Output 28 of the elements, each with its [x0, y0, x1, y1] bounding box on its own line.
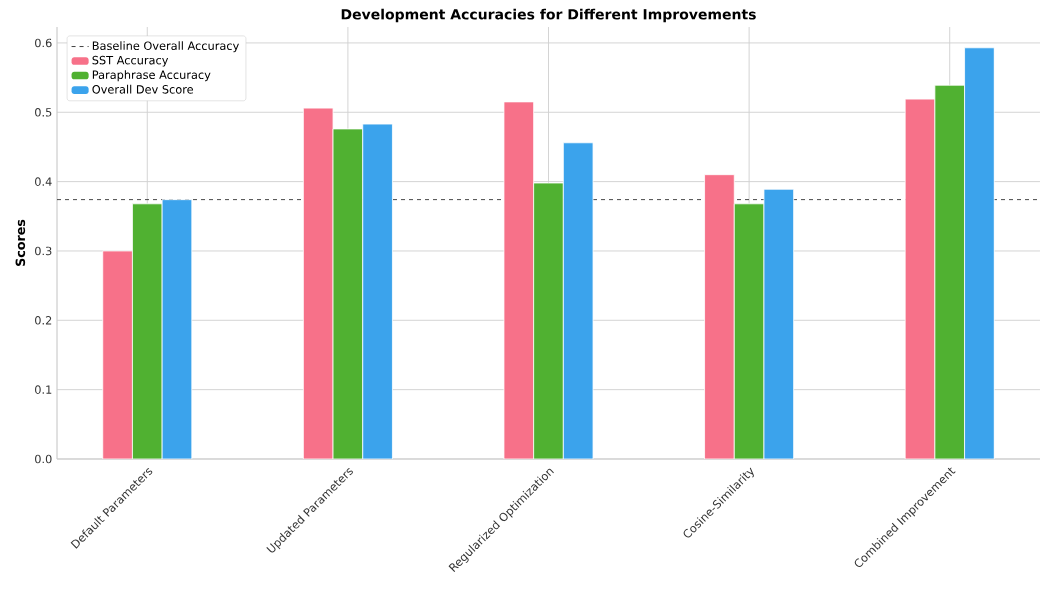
bar [302, 107, 334, 459]
y-tick-label: 0.3 [35, 246, 52, 256]
bar [562, 142, 594, 459]
bar [763, 188, 795, 459]
legend-label: Baseline Overall Accuracy [92, 41, 239, 53]
bar [362, 123, 393, 459]
y-tick-label: 0.1 [35, 385, 52, 394]
y-tick-label: 0.0 [35, 454, 52, 464]
legend-label: Paraphrase Accuracy [92, 70, 211, 82]
y-tick-label: 0.4 [35, 177, 52, 186]
y-axis-title: Scores [15, 219, 26, 266]
bar [934, 84, 965, 459]
bar [132, 203, 163, 459]
bar [533, 182, 564, 459]
chart-title: Development Accuracies for Different Improvements [341, 8, 756, 23]
bar [161, 199, 193, 459]
bar [733, 203, 765, 459]
y-tick-label: 0.6 [35, 38, 52, 48]
bar [704, 174, 735, 459]
y-tick-label: 0.5 [35, 108, 52, 117]
legend-label: SST Accuracy [92, 55, 169, 67]
legend-label: Overall Dev Score [92, 84, 194, 94]
bar [964, 47, 995, 459]
bar [503, 101, 535, 459]
bar [102, 250, 133, 459]
y-tick-label: 0.2 [35, 316, 52, 325]
bar [332, 128, 364, 459]
bar [904, 98, 936, 459]
